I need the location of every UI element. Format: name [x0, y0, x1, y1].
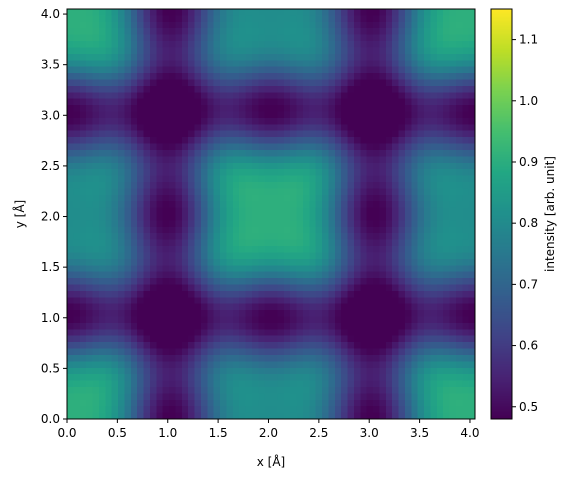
y-tick-label: 1.5 — [41, 260, 60, 274]
x-tick-label: 0.0 — [57, 426, 76, 440]
y-tick-label: 0.0 — [41, 412, 60, 426]
y-axis-label: y [Å] — [12, 200, 27, 229]
colorbar-label: intensity [arb. unit] — [543, 156, 557, 272]
y-axis-ticks: 0.0 0.5 1.0 1.5 2.0 2.5 3.0 3.5 4.0 — [41, 7, 67, 426]
x-tick-label: 4.0 — [460, 426, 479, 440]
y-tick-label: 3.5 — [41, 58, 60, 72]
colorbar-tick-label: 1.0 — [519, 94, 538, 108]
x-tick-label: 2.0 — [259, 426, 278, 440]
x-tick-label: 1.0 — [158, 426, 177, 440]
x-tick-label: 3.0 — [360, 426, 379, 440]
x-tick-label: 0.5 — [108, 426, 127, 440]
y-tick-label: 2.0 — [41, 210, 60, 224]
plot-frame — [66, 8, 476, 420]
x-axis-ticks: 0.0 0.5 1.0 1.5 2.0 2.5 3.0 3.5 4.0 — [57, 419, 480, 440]
y-tick-label: 2.5 — [41, 159, 60, 173]
x-axis-label: x [Å] — [257, 454, 286, 469]
x-tick-label: 1.5 — [209, 426, 228, 440]
colorbar: 0.5 0.6 0.7 0.8 0.9 1.0 1.1 intensity [arb. un… — [490, 8, 557, 420]
colorbar-tick-label: 0.5 — [519, 400, 538, 414]
y-tick-label: 1.0 — [41, 311, 60, 325]
colorbar-gradient — [491, 9, 512, 419]
colorbar-ticks: 0.5 0.6 0.7 0.8 0.9 1.0 1.1 — [512, 33, 538, 414]
colorbar-tick-label: 0.9 — [519, 155, 538, 169]
heatmap-image — [67, 9, 475, 419]
colorbar-tick-label: 0.7 — [519, 277, 538, 291]
y-tick-label: 0.5 — [41, 361, 60, 375]
y-tick-label: 4.0 — [41, 7, 60, 21]
heatmap-plot: 0.0 0.5 1.0 1.5 2.0 2.5 3.0 3.5 4.0 0.0 0.5 1.0 1.5… — [12, 7, 480, 469]
x-tick-label: 3.5 — [410, 426, 429, 440]
colorbar-tick-label: 0.6 — [519, 339, 538, 353]
colorbar-tick-label: 0.8 — [519, 216, 538, 230]
colorbar-frame — [490, 8, 513, 420]
colorbar-tick-label: 1.1 — [519, 33, 538, 47]
y-tick-label: 3.0 — [41, 108, 60, 122]
x-tick-label: 2.5 — [309, 426, 328, 440]
